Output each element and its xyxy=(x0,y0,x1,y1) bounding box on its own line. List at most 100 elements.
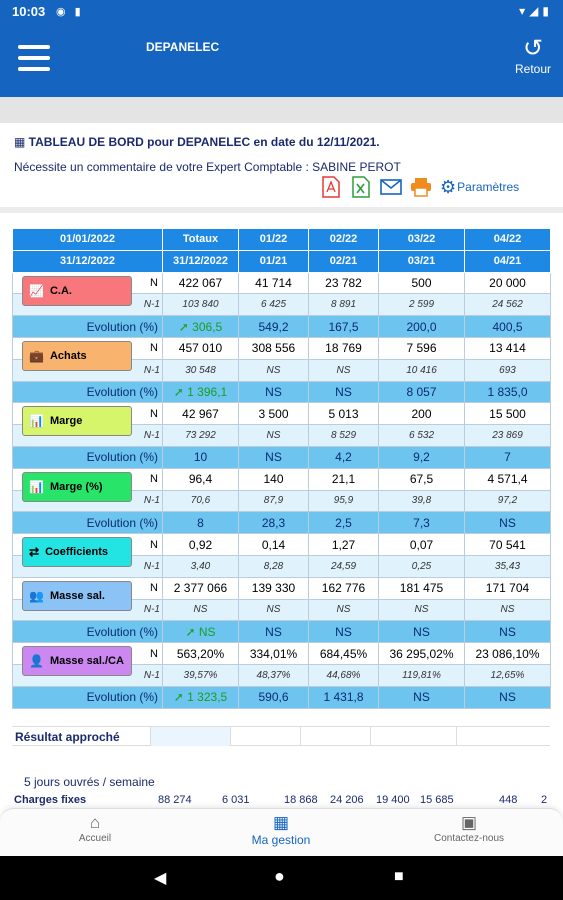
settings-label: Paramètres xyxy=(457,180,520,194)
value-cell: 0,14 xyxy=(238,533,309,556)
value-cell: 0,92 xyxy=(162,533,239,556)
settings-button[interactable]: ⚙ Paramètres xyxy=(440,177,519,198)
header-cell: 31/12/2022 xyxy=(162,249,239,273)
value-cell: 139 330 xyxy=(238,576,309,600)
value-cell: 15 500 xyxy=(464,402,551,426)
indicator-button[interactable]: 📊 Marge xyxy=(22,406,132,436)
indicator-button[interactable]: ⇄ Coefficients xyxy=(22,537,132,567)
evolution-cell: NS xyxy=(238,445,309,469)
trend-up-icon: ➚ xyxy=(173,384,188,399)
value-cell: 67,5 xyxy=(378,467,465,491)
evolution-cell: 2,5 xyxy=(308,511,379,535)
table-icon: ▦ xyxy=(14,135,29,149)
evolution-cell: NS xyxy=(308,380,379,404)
value-cell: NS xyxy=(378,598,465,622)
header-cell: 02/22 xyxy=(308,228,379,251)
evolution-label: Evolution (%) xyxy=(12,511,163,535)
evolution-value: 1 396,1 xyxy=(187,384,228,399)
evolution-cell: NS xyxy=(464,511,551,535)
bottom-navigation: ⌂ Accueil ▦ Ma gestion ▣ Contactez-nous xyxy=(0,808,563,856)
indicator-button[interactable]: 📊 Marge (%) xyxy=(22,472,132,502)
header-cell: 02/21 xyxy=(308,249,379,273)
resultat-cell xyxy=(370,727,456,746)
value-cell: 500 xyxy=(378,271,465,295)
value-cell: 36 295,02% xyxy=(378,642,465,665)
app-bar: DEPANELEC ↺ Retour xyxy=(0,24,563,97)
value-cell: NS xyxy=(464,598,551,622)
value-cell: 39,57% xyxy=(162,663,239,687)
indicator-button[interactable]: 📈 C.A. xyxy=(22,276,132,306)
resultat-cell xyxy=(300,727,370,746)
home-circle-icon[interactable]: ● xyxy=(274,866,285,886)
value-cell: 162 776 xyxy=(308,576,379,600)
home-icon: ⌂ xyxy=(89,813,101,832)
email-icon[interactable] xyxy=(380,176,402,198)
charges-label: Charges fixes xyxy=(14,794,87,806)
value-cell: 684,45% xyxy=(308,642,379,665)
value-cell: 42 967 xyxy=(162,402,239,426)
evolution-cell: 7 xyxy=(464,445,551,469)
toolbar: ⚙ Paramètres xyxy=(320,175,519,199)
row-evolution: Evolution (%) 10 NS 4,2 9,2 7 xyxy=(12,445,551,469)
value-cell: 1,27 xyxy=(308,533,379,556)
value-cell: 23 086,10% xyxy=(464,642,551,665)
header-cell: 03/22 xyxy=(378,228,465,251)
row-n: N 42 967 3 500 5 013 200 15 500 xyxy=(12,402,551,426)
indicator-label: Achats xyxy=(49,350,87,362)
value-cell: 13 414 xyxy=(464,336,551,360)
value-cell: 140 xyxy=(238,467,309,491)
evolution-cell: NS xyxy=(238,620,309,644)
value-cell: 73 292 xyxy=(162,424,239,447)
value-cell: 23 782 xyxy=(308,271,379,295)
menu-icon[interactable] xyxy=(18,45,50,71)
value-cell: 200 xyxy=(378,402,465,426)
value-cell: 181 475 xyxy=(378,576,465,600)
value-cell: 20 000 xyxy=(464,271,551,295)
back-button[interactable]: ↺ Retour xyxy=(513,36,553,77)
indicator-label: Masse sal. xyxy=(49,590,105,602)
value-cell: NS xyxy=(308,598,379,622)
nav-gestion[interactable]: ▦ Ma gestion xyxy=(226,813,336,847)
evolution-cell: NS xyxy=(378,620,465,644)
pdf-icon[interactable] xyxy=(320,176,342,198)
value-cell: 422 067 xyxy=(162,271,239,295)
value-cell: 3,40 xyxy=(162,554,239,578)
indicator-button[interactable]: 👤 Masse sal./CA xyxy=(22,646,132,676)
app-title: DEPANELEC xyxy=(146,40,220,54)
header-cell: 01/21 xyxy=(238,249,309,273)
charges-value: 24 206 xyxy=(330,794,364,806)
back-icon[interactable]: ◀ xyxy=(154,870,167,887)
value-cell: 12,65% xyxy=(464,663,551,687)
value-cell: 2 377 066 xyxy=(162,576,239,600)
resultat-cell xyxy=(456,727,550,746)
value-cell: 24 562 xyxy=(464,293,551,317)
header-cell: 03/21 xyxy=(378,249,465,273)
evolution-cell: NS xyxy=(464,620,551,644)
print-icon[interactable] xyxy=(410,176,432,198)
nav-contact[interactable]: ▣ Contactez-nous xyxy=(414,813,524,844)
recents-icon[interactable]: ■ xyxy=(394,868,404,885)
charges-value: 18 868 xyxy=(284,794,318,806)
evolution-cell: 590,6 xyxy=(238,685,309,709)
value-cell: NS xyxy=(238,358,309,382)
value-cell: 70,6 xyxy=(162,489,239,513)
value-cell: 96,4 xyxy=(162,467,239,491)
status-time: 10:03 xyxy=(12,4,46,19)
value-cell: 97,2 xyxy=(464,489,551,513)
nav-home[interactable]: ⌂ Accueil xyxy=(40,813,150,844)
value-cell: 103 840 xyxy=(162,293,239,317)
indicator-button[interactable]: 👥 Masse sal. xyxy=(22,581,132,611)
user-icon: 👤 xyxy=(29,654,44,668)
indicator-button[interactable]: 💼 Achats xyxy=(22,341,132,371)
excel-icon[interactable] xyxy=(350,176,372,198)
evolution-cell: 549,2 xyxy=(238,315,309,338)
system-icons: ▾◢▮ xyxy=(519,4,553,18)
evolution-cell: 9,2 xyxy=(378,445,465,469)
value-cell: 8 891 xyxy=(308,293,379,317)
notification-icons: ◉ ▮ xyxy=(56,6,84,18)
dashboard-table-wrap[interactable]: 01/01/2022 Totaux 01/22 02/22 03/22 04/22 31/1… xyxy=(12,228,551,709)
trend-up-icon: ➚ xyxy=(178,319,193,334)
value-cell: 24,59 xyxy=(308,554,379,578)
value-cell: 44,68% xyxy=(308,663,379,687)
evolution-cell: NS xyxy=(238,380,309,404)
